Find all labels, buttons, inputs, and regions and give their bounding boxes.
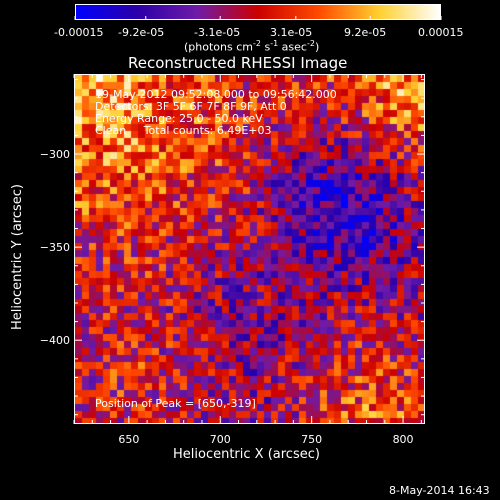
x-tick-label: 750 [301, 433, 322, 446]
colorbar-tick-label: -3.1e-05 [194, 26, 241, 39]
footer-date: 8-May-2014 16:43 [389, 484, 490, 497]
annotation-line: Energy Range: 25.0 - 50.0 keV [95, 112, 263, 125]
x-tick-label: 700 [210, 433, 231, 446]
heatmap-image [75, 75, 424, 423]
y-tick-label: −350 [40, 241, 70, 254]
y-axis-label: Heliocentric Y (arcsec) [10, 184, 25, 330]
x-tick-label: 800 [393, 433, 414, 446]
colorbar-tick-label: -0.00015 [54, 26, 104, 39]
x-tick-label: 650 [118, 433, 139, 446]
colorbar-tick-label: 3.1e-05 [270, 26, 313, 39]
colorbar-tick-label: 9.2e-05 [344, 26, 387, 39]
colorbar-tick-label: 0.00015 [418, 26, 464, 39]
peak-position-label: Position of Peak = [650,-319] [95, 397, 256, 410]
colorbar [75, 4, 441, 20]
colorbar-unit-label: (photons cm-2 s-1 asec-2) [184, 39, 320, 54]
chart-title: Reconstructed RHESSI Image [128, 54, 348, 72]
plot-frame [74, 74, 425, 424]
y-tick-label: −400 [40, 334, 70, 347]
annotation-line: Detectors: 3F 5F 6F 7F 8F 9F, Att 0 [95, 100, 287, 113]
annotation-line: Clean Total counts: 6.49E+03 [95, 124, 272, 137]
x-axis-label: Heliocentric X (arcsec) [173, 447, 320, 462]
y-tick-label: −300 [40, 148, 70, 161]
colorbar-tick-label: -9.2e-05 [118, 26, 165, 39]
annotation-line: 19-May-2012 09:52:08.000 to 09:56:42.000 [95, 88, 337, 101]
